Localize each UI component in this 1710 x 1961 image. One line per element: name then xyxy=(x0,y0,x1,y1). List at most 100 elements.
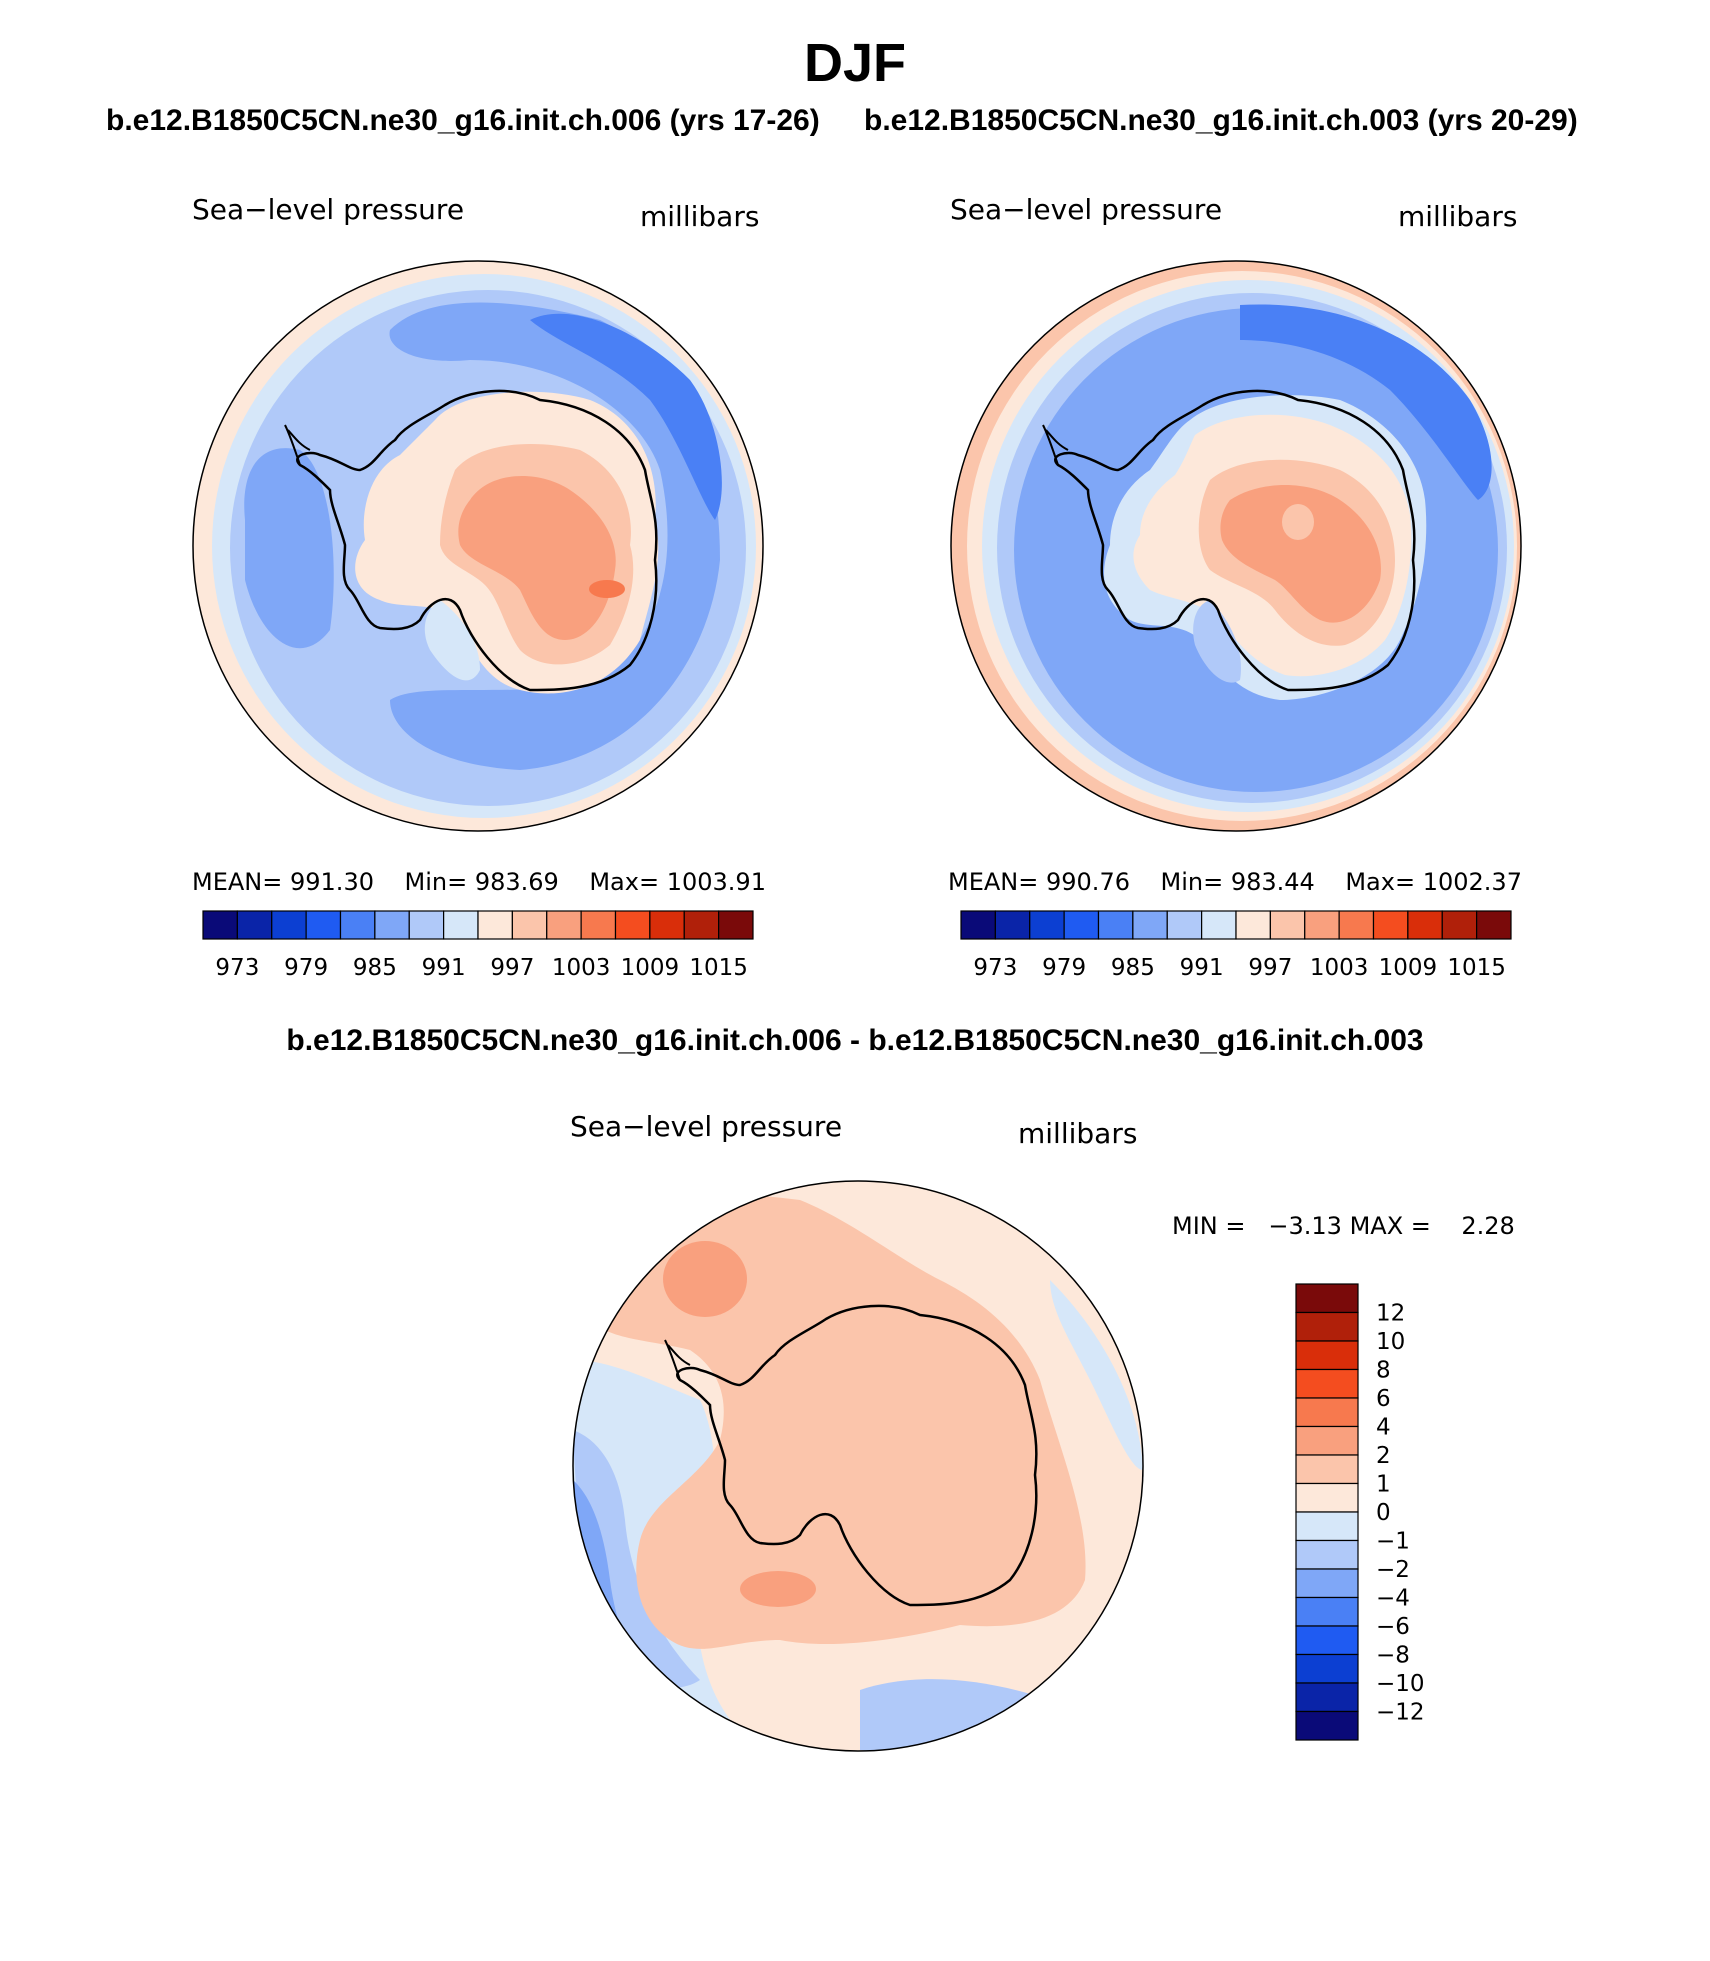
left-colorbar-swatch-6 xyxy=(408,910,445,940)
diff-units-label: millibars xyxy=(1018,1117,1138,1150)
right-ross-sea xyxy=(1193,600,1241,683)
left-stats: MEAN= 991.30 Min= 983.69 Max= 1003.91 xyxy=(192,868,766,896)
left-map-border xyxy=(192,260,764,832)
diff-max-label: MAX = xyxy=(1349,1212,1431,1240)
difference-colorbar-swatch-8 xyxy=(1295,1511,1359,1542)
difference-colorbar-tick-label: 8 xyxy=(1376,1358,1391,1384)
left-colorbar-swatch-7 xyxy=(443,910,479,940)
difference-colorbar-tick-label: −10 xyxy=(1376,1671,1425,1697)
left-max-region xyxy=(589,580,625,598)
right-variable-label: Sea−level pressure xyxy=(950,193,1223,226)
figure-title: DJF xyxy=(803,33,906,93)
diff-max-value: 2.28 xyxy=(1461,1212,1515,1240)
right-colorbar-swatch-8 xyxy=(1235,910,1271,940)
diff-min-label: MIN = xyxy=(1172,1212,1246,1240)
left-colorbar-tick-label: 1015 xyxy=(689,955,748,981)
diff-map-border xyxy=(572,1180,1144,1752)
difference-colorbar-swatch-1 xyxy=(1295,1311,1359,1342)
right-colorbar-swatch-1 xyxy=(994,910,1031,940)
diff-neg-west-deep xyxy=(573,1480,650,1700)
left-colorbar xyxy=(202,910,754,940)
left-min-label: Min= xyxy=(404,868,468,896)
left-variable-label: Sea−level pressure xyxy=(192,193,465,226)
right-peninsula-coast xyxy=(1042,424,1069,466)
difference-colorbar-tick-label: −2 xyxy=(1376,1557,1410,1583)
diff-pos-2-north xyxy=(663,1241,747,1317)
right-min-value: 983.44 xyxy=(1230,868,1315,896)
left-subtitle: b.e12.B1850C5CN.ne30_g16.init.ch.006 (yr… xyxy=(106,104,820,137)
difference-colorbar-tick-label: 6 xyxy=(1376,1386,1391,1412)
diff-peninsula-coast xyxy=(664,1339,691,1381)
difference-colorbar-swatch-7 xyxy=(1295,1482,1359,1513)
right-colorbar-swatch-6 xyxy=(1166,910,1203,940)
right-stats: MEAN= 990.76 Min= 983.44 Max= 1002.37 xyxy=(948,868,1522,896)
left-low-core xyxy=(530,313,722,520)
left-min-value: 983.69 xyxy=(474,868,559,896)
left-antarctica-coastline xyxy=(296,389,658,692)
difference-colorbar-swatch-12 xyxy=(1295,1625,1359,1656)
right-antarctica-coastline xyxy=(1054,389,1416,692)
left-colorbar-swatch-13 xyxy=(649,910,685,940)
left-colorbar-swatch-4 xyxy=(339,910,376,940)
difference-colorbar-swatch-4 xyxy=(1295,1397,1359,1428)
right-colorbar-swatch-2 xyxy=(1029,910,1065,940)
right-subtitle: b.e12.B1850C5CN.ne30_g16.init.ch.003 (yr… xyxy=(864,104,1578,137)
diff-antarctica-coastline xyxy=(676,1304,1038,1607)
difference-colorbar-tick-label: −4 xyxy=(1376,1586,1410,1612)
difference-colorbar-tick-label: 4 xyxy=(1376,1415,1391,1441)
difference-colorbar-swatch-13 xyxy=(1295,1653,1359,1684)
left-contour-1000 xyxy=(458,476,616,640)
difference-colorbar-swatch-10 xyxy=(1295,1568,1359,1599)
difference-colorbar-tick-label: 2 xyxy=(1376,1443,1391,1469)
difference-colorbar-swatch-3 xyxy=(1295,1368,1359,1399)
left-colorbar-tick-label: 991 xyxy=(422,955,466,981)
difference-colorbar-tick-label: −12 xyxy=(1376,1700,1425,1726)
left-colorbar-tick-label: 1003 xyxy=(552,955,611,981)
right-mean-value: 990.76 xyxy=(1046,868,1130,896)
right-colorbar-swatch-3 xyxy=(1063,910,1100,940)
left-colorbar-swatch-9 xyxy=(511,910,548,940)
left-colorbar-tick-label: 1009 xyxy=(621,955,680,981)
difference-colorbar-swatch-5 xyxy=(1295,1425,1359,1456)
right-contour-1000 xyxy=(1220,485,1381,623)
left-colorbar-tick-label: 997 xyxy=(490,955,534,981)
left-colorbar-swatch-0 xyxy=(202,910,238,940)
difference-colorbar-swatch-15 xyxy=(1295,1710,1359,1741)
left-ross-sea xyxy=(424,600,480,681)
diff-variable-label: Sea−level pressure xyxy=(570,1110,843,1143)
right-inner-min xyxy=(1282,504,1314,540)
difference-colorbar-swatch-14 xyxy=(1295,1682,1359,1713)
diff-neg-south xyxy=(860,1679,1050,1751)
right-colorbar-swatch-10 xyxy=(1304,910,1340,940)
right-colorbar-tick-label: 985 xyxy=(1111,955,1155,981)
left-colorbar-tick-label: 985 xyxy=(353,955,397,981)
difference-colorbar-tick-label: −1 xyxy=(1376,1529,1410,1555)
left-colorbar-swatch-2 xyxy=(271,910,307,940)
diff-min-value: −3.13 xyxy=(1268,1212,1342,1240)
right-colorbar-swatch-12 xyxy=(1372,910,1409,940)
left-colorbar-swatch-5 xyxy=(374,910,410,940)
right-colorbar-labels: 973 979 985 991 997 1003 1009 1015 xyxy=(973,955,1505,981)
right-colorbar xyxy=(960,910,1512,940)
difference-colorbar-swatch-11 xyxy=(1295,1596,1359,1627)
difference-colorbar-tick-label: 1 xyxy=(1376,1472,1391,1498)
right-mean-label: MEAN= xyxy=(948,868,1039,896)
diff-neg-east xyxy=(1050,1280,1143,1470)
difference-colorbar-tick-label: 0 xyxy=(1376,1500,1391,1526)
right-colorbar-tick-label: 1003 xyxy=(1310,955,1369,981)
left-colorbar-swatch-14 xyxy=(683,910,720,940)
right-polar-map xyxy=(951,261,1521,831)
left-colorbar-swatch-8 xyxy=(477,910,513,940)
left-polar-map xyxy=(193,261,763,831)
right-colorbar-swatch-9 xyxy=(1269,910,1306,940)
left-colorbar-tick-label: 973 xyxy=(215,955,259,981)
difference-colorbar-swatch-6 xyxy=(1295,1454,1359,1485)
right-max-value: 1002.37 xyxy=(1422,868,1522,896)
difference-title: b.e12.B1850C5CN.ne30_g16.init.ch.006 - b… xyxy=(286,1024,1424,1057)
left-colorbar-swatch-1 xyxy=(236,910,273,940)
left-colorbar-swatch-10 xyxy=(546,910,582,940)
left-mean-value: 991.30 xyxy=(290,868,374,896)
left-max-value: 1003.91 xyxy=(666,868,766,896)
